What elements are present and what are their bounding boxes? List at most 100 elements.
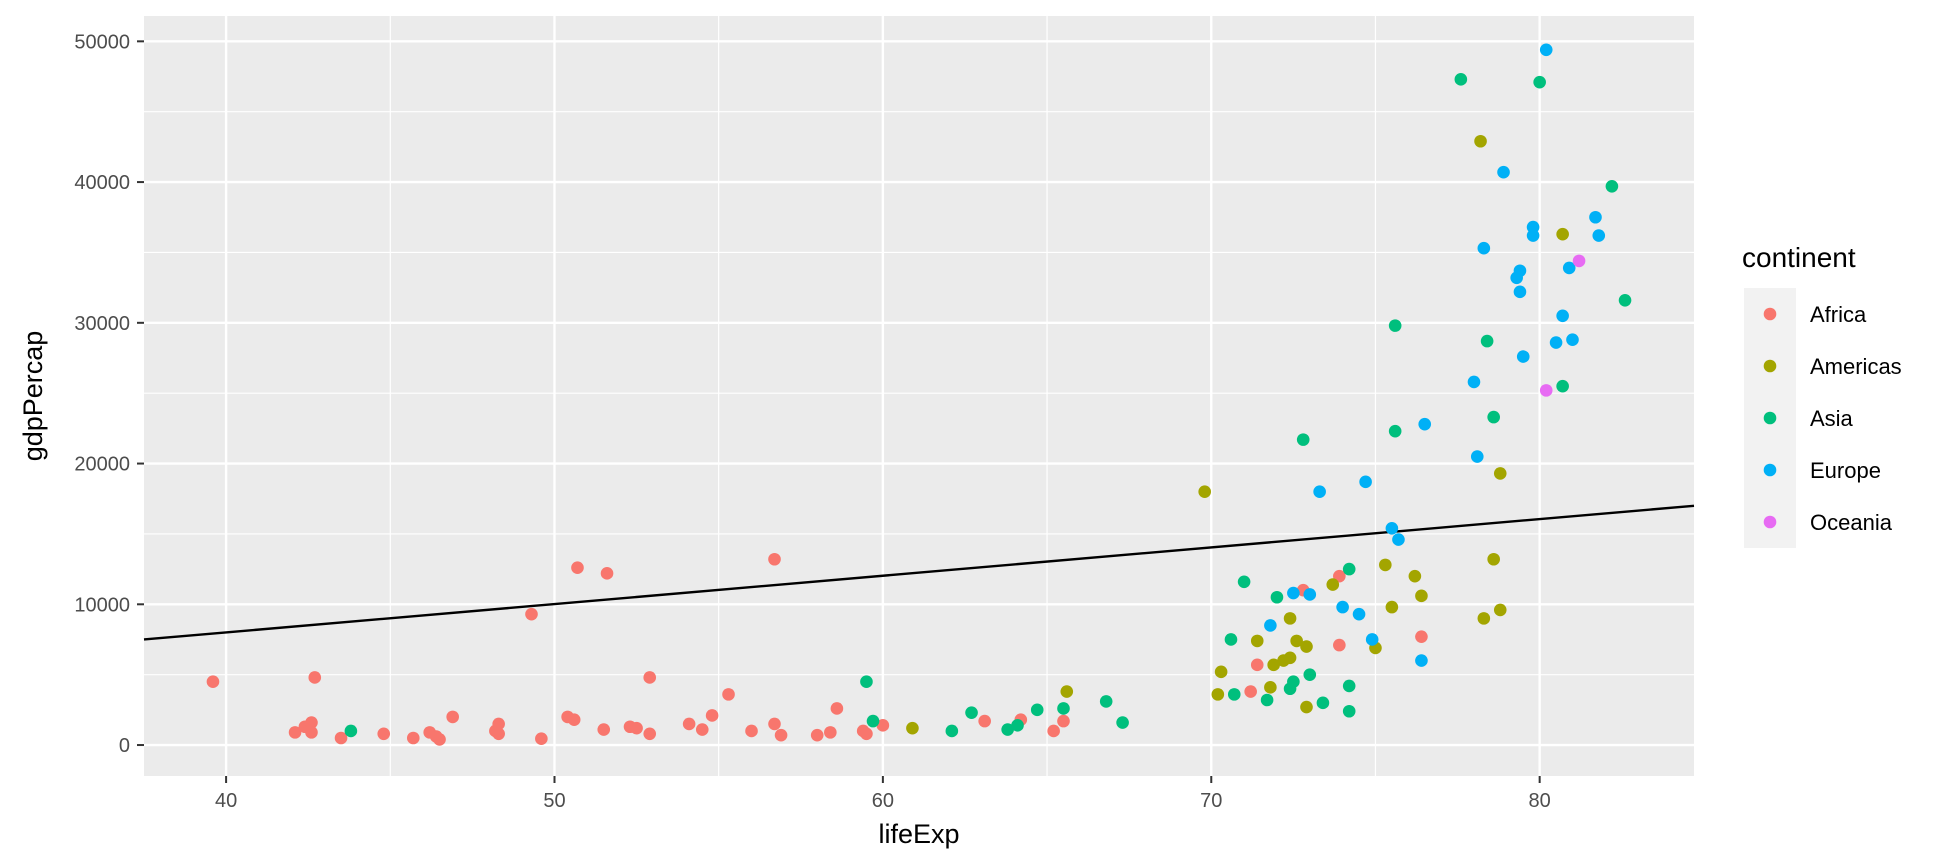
data-point [288, 726, 302, 739]
data-point [1060, 685, 1074, 698]
legend-label-africa: Africa [1810, 302, 1867, 327]
data-point [1467, 375, 1481, 389]
axes: 40 50 60 70 80 0 10000 20000 30000 40000 50000 [74, 31, 1550, 812]
data-point [1516, 350, 1530, 363]
panel-background [144, 16, 1694, 776]
data-point [1533, 75, 1546, 89]
data-point [768, 717, 781, 731]
legend-key-africa [1763, 307, 1777, 321]
data-point [1408, 569, 1422, 583]
data-point [1513, 264, 1527, 278]
data-point [1300, 640, 1313, 653]
data-point [305, 716, 318, 729]
data-point [1326, 578, 1340, 591]
data-point [1030, 703, 1044, 717]
data-point [206, 675, 220, 689]
data-point [1497, 165, 1510, 179]
data-point [1283, 651, 1297, 665]
data-point [1388, 319, 1402, 332]
data-point [1487, 552, 1500, 566]
data-point [525, 607, 538, 621]
data-point [535, 732, 548, 746]
data-point [1116, 716, 1129, 729]
series-oceania [1539, 254, 1586, 397]
data-point [1333, 638, 1346, 652]
x-tick-label: 80 [1529, 790, 1551, 812]
data-point [1099, 695, 1113, 708]
data-point [597, 723, 611, 736]
data-point [1313, 485, 1326, 499]
data-point [1260, 693, 1274, 707]
data-point [305, 726, 318, 739]
legend-label-asia: Asia [1810, 406, 1854, 431]
data-point [1300, 700, 1313, 714]
series-asia [344, 73, 1632, 738]
data-point [1296, 433, 1310, 446]
data-point [682, 717, 696, 731]
x-axis-title: lifeExp [878, 819, 959, 849]
legend-key-asia [1763, 411, 1777, 425]
data-point [1352, 607, 1366, 621]
data-point [1493, 467, 1507, 480]
data-point [1605, 179, 1619, 193]
data-point [643, 727, 657, 741]
data-point [1556, 227, 1569, 241]
data-point [1572, 254, 1586, 268]
data-point [1342, 704, 1356, 718]
data-point [344, 724, 358, 738]
y-tick-label: 0 [119, 735, 130, 757]
data-point [722, 688, 735, 701]
data-point [978, 714, 991, 728]
data-point [830, 702, 844, 715]
y-tick-label: 50000 [74, 31, 130, 53]
data-point [860, 675, 873, 689]
legend-label-oceania: Oceania [1810, 510, 1893, 535]
data-point [1250, 634, 1264, 648]
data-point [860, 727, 873, 741]
data-point [1385, 600, 1399, 614]
data-point [1244, 685, 1257, 698]
x-tick-label: 40 [215, 790, 237, 812]
data-point [1290, 634, 1303, 648]
data-point [1415, 654, 1428, 667]
data-point [824, 726, 837, 739]
data-point [1270, 590, 1284, 604]
data-point [1415, 589, 1428, 603]
data-point [571, 561, 584, 575]
data-point [1303, 668, 1317, 681]
data-points [206, 43, 1632, 746]
data-point [308, 671, 322, 684]
data-point [1011, 719, 1024, 732]
x-tick-label: 70 [1200, 790, 1222, 812]
data-point [433, 733, 446, 746]
data-point [705, 709, 719, 722]
x-tick-label: 60 [872, 790, 894, 812]
data-point [1237, 575, 1251, 589]
data-point [1493, 603, 1507, 617]
y-tick-label: 30000 [74, 313, 130, 335]
data-point [1047, 724, 1060, 738]
data-point [1057, 702, 1070, 715]
data-point [1418, 417, 1432, 431]
y-tick-label: 10000 [74, 594, 130, 616]
data-point [1487, 410, 1500, 424]
series-europe [1264, 43, 1606, 667]
data-point [1316, 696, 1330, 710]
data-point [1379, 558, 1392, 572]
data-point [567, 713, 581, 727]
data-point [1001, 723, 1014, 736]
data-point [1388, 424, 1402, 438]
data-point [945, 724, 959, 738]
data-point [1214, 665, 1228, 679]
data-point [492, 717, 505, 731]
data-point [1562, 261, 1576, 275]
legend-key-europe [1763, 463, 1777, 477]
data-point [866, 714, 880, 728]
legend-items: Africa Americas Asia Europe Oceania [1763, 302, 1902, 535]
data-point [1618, 293, 1632, 307]
data-point [1480, 334, 1494, 348]
data-point [1549, 336, 1563, 349]
legend-label-americas: Americas [1810, 354, 1902, 379]
data-point [695, 723, 709, 736]
data-point [876, 719, 890, 732]
